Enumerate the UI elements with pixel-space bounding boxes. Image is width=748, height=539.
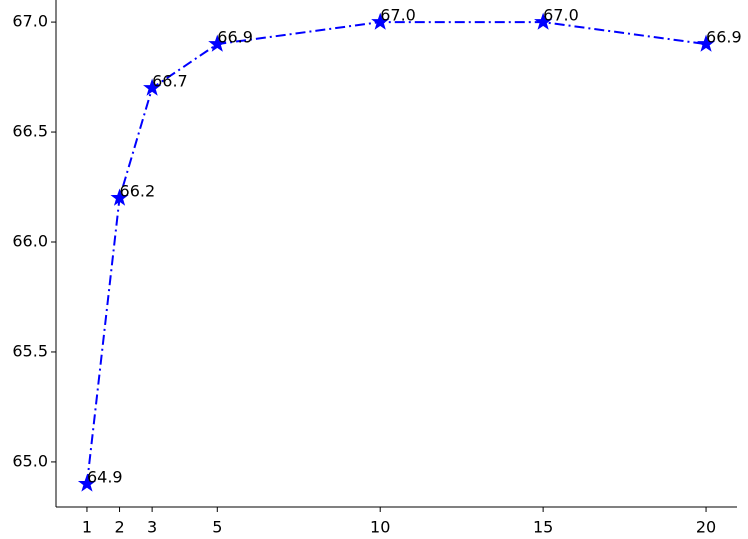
- series-line: [85, 21, 707, 485]
- point-marker: [208, 34, 227, 52]
- x-tick-label: 15: [533, 518, 553, 537]
- point-marker: [143, 78, 162, 96]
- point-marker: [534, 12, 553, 30]
- y-tick-label: 67.0: [12, 12, 48, 31]
- x-tick-label: 20: [696, 518, 716, 537]
- x-tick-label: 2: [114, 518, 124, 537]
- x-tick-label: 1: [82, 518, 92, 537]
- x-tick-label: 10: [370, 518, 390, 537]
- value-label: 66.9: [706, 28, 742, 47]
- x-tick-label: 5: [212, 518, 222, 537]
- y-tick-label: 66.0: [12, 232, 48, 251]
- value-label: 66.7: [152, 72, 188, 91]
- point-marker: [110, 188, 129, 206]
- point-marker: [77, 474, 97, 492]
- value-label: 67.0: [380, 6, 416, 25]
- y-tick-label: 65.0: [12, 451, 48, 470]
- value-label: 67.0: [543, 6, 579, 25]
- value-label: 66.2: [120, 182, 156, 201]
- y-tick-label: 66.5: [12, 122, 48, 141]
- value-label: 66.9: [217, 28, 253, 47]
- point-marker: [371, 12, 390, 30]
- x-tick-label: 3: [147, 518, 157, 537]
- value-label: 64.9: [87, 467, 123, 486]
- point-marker: [696, 34, 716, 52]
- y-tick-label: 65.5: [12, 341, 48, 360]
